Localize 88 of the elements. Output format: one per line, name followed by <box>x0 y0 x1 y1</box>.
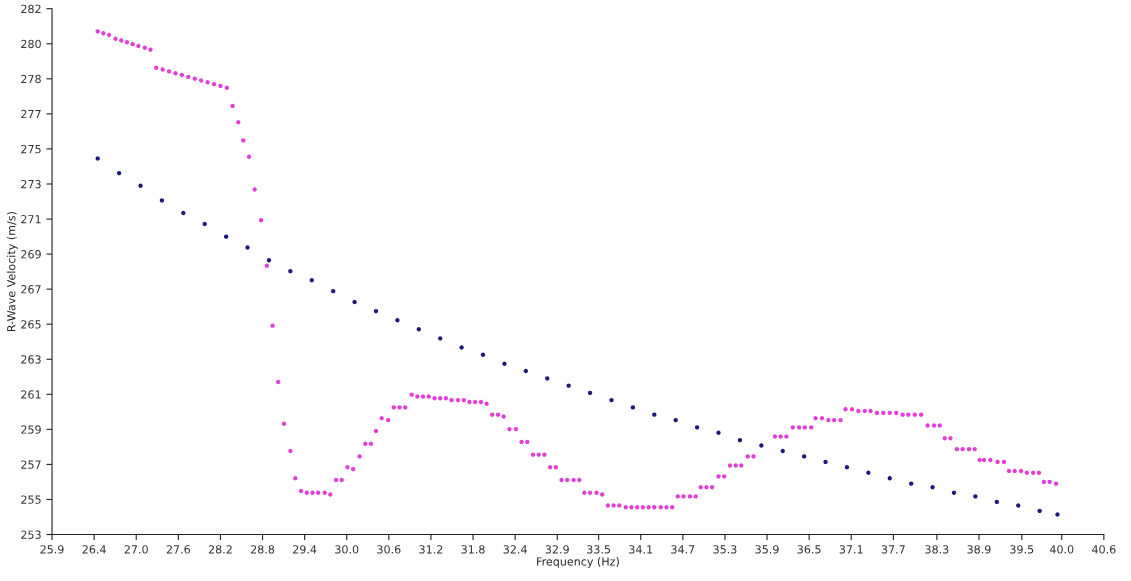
x-tick-label: 39.5 <box>1010 545 1034 554</box>
point <box>288 268 293 274</box>
point <box>438 336 443 341</box>
x-axis-title: Frequency (Hz) <box>537 557 619 568</box>
point <box>844 465 850 470</box>
point <box>951 490 957 495</box>
x-tick-label: 34.7 <box>671 545 695 554</box>
point <box>266 258 272 263</box>
point <box>930 485 935 490</box>
point <box>908 481 914 486</box>
point <box>459 345 464 350</box>
point <box>138 183 143 188</box>
y-tick-label: 253 <box>21 530 41 539</box>
point <box>502 361 507 366</box>
x-tick-label: 26.4 <box>82 545 106 554</box>
point <box>716 430 721 436</box>
point <box>887 476 892 481</box>
point <box>181 210 186 216</box>
point <box>759 443 764 448</box>
point <box>973 494 978 499</box>
point <box>330 288 336 294</box>
point <box>223 234 229 239</box>
x-tick-label: 30.6 <box>377 545 401 554</box>
y-tick-label: 257 <box>21 460 41 469</box>
y-tick-label: 282 <box>21 4 41 14</box>
point <box>545 376 550 381</box>
point <box>694 425 700 430</box>
point <box>780 448 785 454</box>
x-tick-label: 28.2 <box>208 545 232 554</box>
x-tick-label: 37.7 <box>881 545 905 554</box>
x-tick-label: 40.0 <box>1049 545 1074 554</box>
y-tick-label: 280 <box>21 39 41 49</box>
point <box>95 156 100 161</box>
y-tick-label: 271 <box>21 215 41 224</box>
y-tick-label: 255 <box>21 495 41 504</box>
point <box>373 308 379 314</box>
point <box>416 327 422 332</box>
x-tick-label: 37.1 <box>839 545 863 554</box>
y-tick-label: 278 <box>21 74 41 84</box>
y-tick-label: 269 <box>21 250 41 259</box>
x-tick-label: 38.3 <box>925 545 949 554</box>
x-tick-label: 30.0 <box>335 545 359 554</box>
x-tick-label: 29.4 <box>293 545 317 554</box>
x-tick-label: 31.2 <box>419 545 443 554</box>
x-tick-label: 27.0 <box>124 545 148 554</box>
x-tick-label: 32.4 <box>503 545 527 554</box>
x-tick-label: 31.8 <box>461 545 485 554</box>
x-tick-label: 38.9 <box>967 545 991 554</box>
point <box>866 470 871 475</box>
point <box>1037 508 1042 514</box>
x-tick-label: 32.9 <box>545 545 569 554</box>
y-tick-label: 277 <box>21 109 41 119</box>
point <box>523 368 529 374</box>
y-tick-label: 273 <box>21 179 41 189</box>
y-tick-label: 265 <box>21 320 41 329</box>
point <box>159 198 165 203</box>
point <box>994 499 1000 505</box>
x-tick-label: 27.6 <box>166 545 190 554</box>
point <box>630 405 636 410</box>
x-tick-label: 34.1 <box>629 545 653 554</box>
point <box>480 352 486 357</box>
x-tick-label: 28.8 <box>250 545 275 554</box>
point <box>395 318 400 323</box>
point <box>202 221 207 227</box>
x-tick-label: 36.5 <box>797 545 821 554</box>
point <box>737 437 743 443</box>
point <box>587 390 593 396</box>
y-axis-title: R-Wave Velocity (m/s) <box>6 212 18 332</box>
x-tick-label: 35.3 <box>713 545 737 554</box>
point <box>566 383 571 388</box>
x-tick-label: 35.9 <box>755 545 779 554</box>
point <box>673 417 678 423</box>
y-tick-label: 275 <box>21 144 41 154</box>
y-tick-label: 267 <box>21 285 41 294</box>
point <box>1016 503 1021 508</box>
y-tick-label: 263 <box>21 355 41 364</box>
point <box>116 170 122 176</box>
x-tick-label: 25.9 <box>40 545 64 554</box>
x-tick-label: 40.6 <box>1092 545 1116 554</box>
point <box>652 412 657 417</box>
point <box>823 459 828 465</box>
point <box>352 299 357 305</box>
y-tick-label: 259 <box>21 425 41 434</box>
y-tick-label: 261 <box>21 390 41 399</box>
point <box>309 278 314 283</box>
point <box>609 397 614 403</box>
point <box>801 454 807 459</box>
x-tick-label: 33.5 <box>587 545 611 554</box>
